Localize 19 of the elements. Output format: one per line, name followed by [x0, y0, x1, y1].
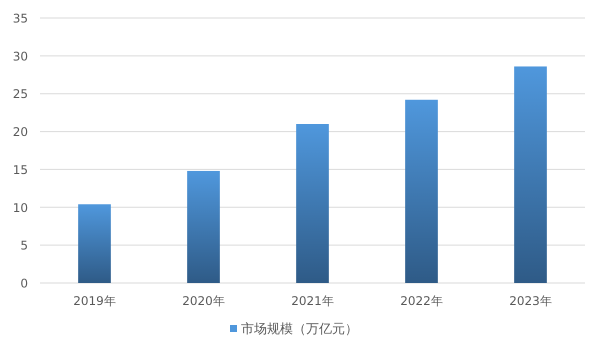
bar	[296, 124, 329, 283]
x-tick-label: 2023年	[509, 294, 552, 308]
legend: 市场规模（万亿元）	[230, 322, 358, 337]
y-tick-label: 15	[12, 162, 28, 177]
y-tick-label: 25	[12, 87, 28, 102]
x-tick-label: 2020年	[182, 294, 225, 308]
bar	[405, 100, 438, 283]
bar	[187, 170, 220, 283]
y-tick-label: 10	[12, 200, 28, 215]
y-tick-label: 20	[12, 125, 28, 140]
y-tick-label: 30	[12, 49, 28, 64]
y-tick-label: 5	[20, 238, 28, 253]
bar	[78, 204, 111, 283]
x-tick-label: 2022年	[400, 294, 443, 308]
x-tick-label: 2019年	[73, 294, 116, 308]
bar	[514, 66, 547, 283]
y-tick-label: 0	[20, 276, 28, 290]
x-tick-label: 2021年	[291, 294, 334, 308]
y-tick-label: 35	[12, 12, 28, 26]
